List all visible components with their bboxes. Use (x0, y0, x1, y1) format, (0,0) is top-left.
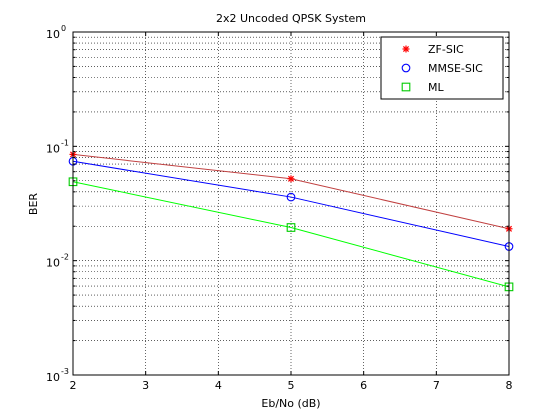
y-tick-label: 10 -1 (46, 138, 69, 155)
y-tick-base: 10 (46, 371, 60, 384)
data-point-ml (286, 223, 296, 232)
legend-label: MMSE-SIC (428, 62, 483, 75)
data-point-mmse-sic (286, 192, 296, 202)
y-tick-base: 10 (46, 142, 60, 155)
legend: ZF-SIC MMSE-SIC ML (380, 36, 504, 100)
legend-marker-ml (401, 82, 411, 92)
legend-label: ZF-SIC (428, 43, 464, 56)
y-tick-base: 10 (46, 28, 60, 41)
legend-label: ML (428, 81, 444, 94)
legend-marker-zf-sic (402, 45, 410, 53)
y-tick-base: 10 (46, 257, 60, 270)
chart-title: 2x2 Uncoded QPSK System (216, 12, 366, 25)
y-axis-label: BER (27, 193, 40, 215)
legend-box (380, 36, 504, 100)
x-tick-label: 2 (70, 379, 77, 392)
data-point-zf-sic (287, 175, 295, 183)
series-line-ml (72, 181, 510, 288)
legend-marker-mmse-sic (401, 63, 411, 73)
x-tick-label: 3 (142, 379, 149, 392)
legend-item-ml: ML (401, 81, 444, 94)
x-tick-label: 4 (215, 379, 222, 392)
y-tick-exponent: 0 (61, 24, 66, 33)
y-tick-exponent: -2 (61, 253, 69, 262)
x-tick-label: 7 (433, 379, 440, 392)
x-tick-label: 8 (506, 379, 513, 392)
x-tick-label: 5 (288, 379, 295, 392)
y-tick-exponent: -1 (61, 138, 69, 147)
y-tick-label: 10 -2 (46, 253, 69, 270)
x-axis-label: Eb/No (dB) (261, 397, 320, 410)
legend-item-zf-sic: ZF-SIC (402, 43, 464, 56)
y-tick-exponent: -3 (61, 367, 69, 376)
series-line-mmse-sic (72, 160, 510, 247)
y-tick-label: 10 -3 (46, 367, 69, 384)
y-tick-label: 10 0 (46, 24, 66, 41)
legend-item-mmse-sic: MMSE-SIC (401, 62, 483, 75)
x-tick-label: 6 (360, 379, 367, 392)
